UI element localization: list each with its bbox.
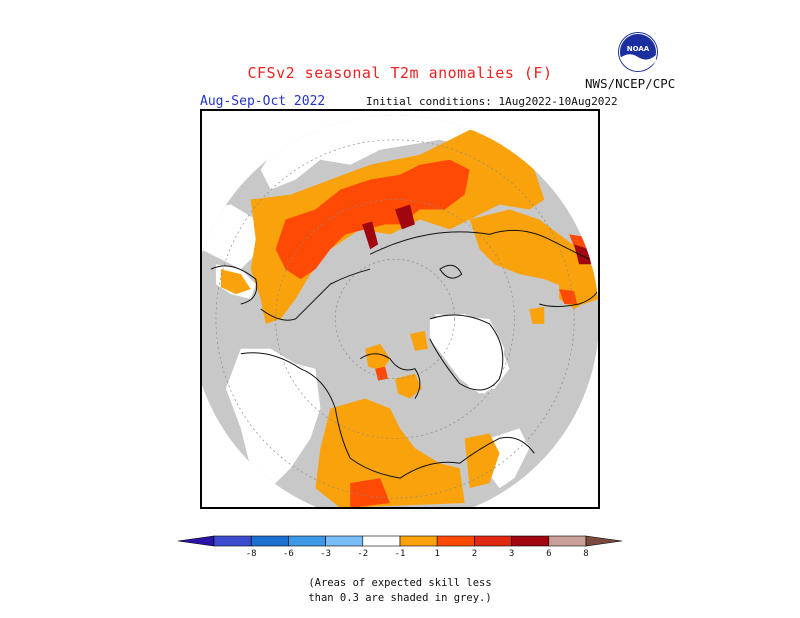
anomaly-1-2-regions <box>220 129 599 508</box>
skill-note-line2: than 0.3 are shaded in grey.) <box>308 592 492 604</box>
legend-tick-label: 2 <box>472 549 477 559</box>
season-label: Aug-Sep-Oct 2022 <box>200 94 326 109</box>
polar-map <box>200 109 600 509</box>
legend-color-boxes <box>177 535 623 547</box>
color-legend: -8 -6 -3 -2 -1 1 2 3 6 8 <box>177 535 623 559</box>
legend-tick-label: 8 <box>583 549 588 559</box>
skill-note: (Areas of expected skill less than 0.3 a… <box>300 576 500 606</box>
legend-color-box <box>325 535 364 547</box>
logo-text: NOAA <box>627 45 650 53</box>
legend-color-box <box>399 535 438 547</box>
initial-conditions-label: Initial conditions: 1Aug2022-10Aug2022 <box>366 95 618 108</box>
legend-tick-label: -6 <box>283 549 294 559</box>
legend-color-box <box>362 535 401 547</box>
legend-tick-label: 1 <box>434 549 439 559</box>
legend-color-box <box>548 535 587 547</box>
map-title: CFSv2 seasonal T2m anomalies (F) <box>247 64 553 82</box>
legend-tick-label: 6 <box>546 549 551 559</box>
legend-color-box <box>511 535 550 547</box>
legend-tick-label: -8 <box>246 549 257 559</box>
anomaly-2-3-regions <box>275 159 595 508</box>
coastlines <box>210 229 599 479</box>
legend-tick-label: -2 <box>357 549 368 559</box>
noaa-logo-icon: NOAA <box>618 32 658 72</box>
legend-color-box <box>474 535 512 547</box>
legend-arrow-high <box>585 535 623 547</box>
map-border <box>201 110 599 508</box>
legend-color-box <box>250 535 289 547</box>
skill-note-line1: (Areas of expected skill less <box>308 577 492 589</box>
legend-color-box <box>213 535 252 547</box>
legend-arrow-low <box>177 535 215 547</box>
legend-tick-labels: -8 -6 -3 -2 -1 1 2 3 6 8 <box>246 549 589 559</box>
legend-color-box <box>288 535 326 547</box>
agency-label: NWS/NCEP/CPC <box>585 76 676 91</box>
latitude-circles <box>215 139 575 499</box>
legend-color-box <box>436 535 475 547</box>
legend-tick-label: -3 <box>320 549 331 559</box>
legend-tick-label: -1 <box>395 549 406 559</box>
near-normal-regions <box>201 114 585 489</box>
legend-tick-label: 3 <box>509 549 514 559</box>
